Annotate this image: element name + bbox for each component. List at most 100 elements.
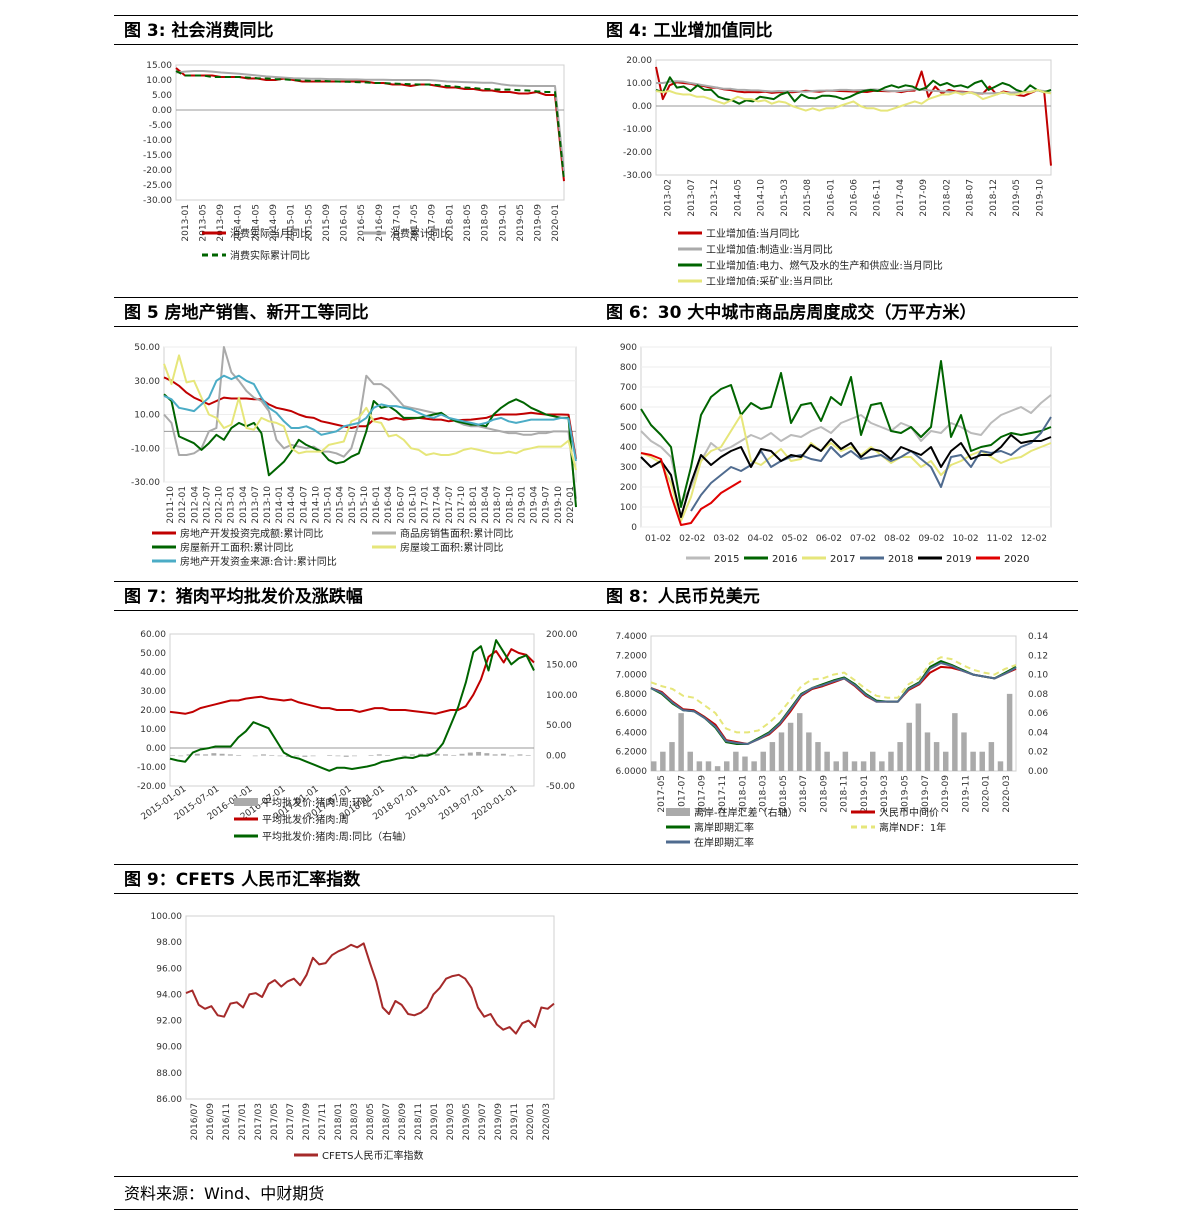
- x-tick-label: 2019/07: [478, 1103, 488, 1140]
- x-tick-label: 04-02: [748, 534, 774, 544]
- y-tick-label: 92.00: [156, 1017, 182, 1027]
- y2-tick-label: 0.04: [1028, 728, 1048, 738]
- figure-6-title: 图 6：30 大中城市商品房周度成交（万平方米）: [596, 297, 1078, 327]
- bar: [194, 753, 200, 756]
- bar: [343, 755, 349, 757]
- x-tick-label: 2020-03: [1002, 775, 1012, 813]
- x-tick-label: 2016-01: [372, 486, 382, 524]
- x-tick-label: 2019/05: [462, 1103, 472, 1140]
- y-tick-label: -20.00: [137, 782, 166, 792]
- x-tick-label: 2013-07: [251, 486, 261, 524]
- legend-label: 平均批发价:猪肉:周: [262, 813, 349, 826]
- y2-tick-label: 0.10: [1028, 671, 1048, 681]
- y-tick-label: 0.00: [146, 744, 166, 754]
- figure-9-chart: 100.00 98.00 96.00 94.00 92.00 90.00 88.00 86.0…: [151, 912, 555, 1162]
- series-line: [163, 346, 577, 499]
- x-tick-label: 2019/03: [446, 1103, 456, 1140]
- y-tick-label: 50.00: [134, 343, 160, 353]
- series-line: [163, 376, 577, 460]
- y-tick-label: 10.00: [140, 725, 166, 735]
- y-tick-label: 60.00: [140, 630, 166, 640]
- x-tick-label: 2015-01: [324, 486, 334, 524]
- x-tick-label: 2017/05: [270, 1103, 280, 1140]
- legend-label: 消费实际累计同比: [230, 249, 310, 262]
- bar: [327, 754, 333, 756]
- x-tick-label: 2019-05: [516, 204, 526, 242]
- y-tick-label: 30.00: [140, 687, 166, 697]
- y-tick-label: 0.00: [152, 106, 172, 116]
- series-line: [640, 360, 1052, 508]
- y-tick-label: 98.00: [156, 938, 182, 948]
- y2-tick-label: 150.00: [546, 660, 578, 670]
- x-tick-label: 2018-01: [445, 204, 455, 242]
- x-tick-label: 2018/03: [350, 1103, 360, 1140]
- legend-swatch: [666, 808, 690, 816]
- x-tick-label: 2018-02: [942, 179, 952, 217]
- x-tick-label: 07-02: [850, 534, 876, 544]
- bar: [714, 766, 721, 771]
- y-tick-label: 30.00: [134, 377, 160, 387]
- x-tick-label: 2014-01: [275, 486, 285, 524]
- bar: [979, 751, 985, 771]
- x-tick-label: 2018-05: [463, 204, 473, 242]
- y-tick-label: 600: [620, 403, 637, 413]
- bar: [961, 732, 967, 771]
- x-tick-label: 2019-10: [554, 486, 564, 524]
- x-tick-label: 2017-01: [421, 486, 431, 524]
- bar: [376, 754, 382, 756]
- bar: [294, 755, 300, 757]
- x-tick-label: 2017-09: [919, 179, 929, 217]
- bar: [302, 755, 308, 757]
- x-tick-label: 2016-01: [340, 204, 350, 242]
- y2-tick-label: 0.02: [1028, 748, 1048, 758]
- x-tick-label: 2018/05: [366, 1103, 376, 1140]
- bar: [705, 761, 712, 771]
- bar: [678, 713, 684, 771]
- x-tick-label: 2020/01: [526, 1103, 536, 1140]
- x-tick-label: 2019-09: [941, 775, 951, 813]
- series-line: [175, 70, 565, 180]
- bar: [211, 753, 217, 756]
- x-tick-label: 2015-03: [780, 179, 790, 217]
- figure-7-panel: 图 7：猪肉平均批发价及涨跌幅 60.00 50.00 40.00 30.00 20.0…: [114, 581, 596, 861]
- x-tick-label: 2020-01: [566, 486, 576, 524]
- y-tick-label: 400: [620, 443, 637, 453]
- x-tick-label: 2017-09: [698, 775, 708, 813]
- x-tick-label: 2019/11: [510, 1103, 520, 1140]
- x-tick-label: 2013-05: [198, 204, 208, 242]
- x-tick-label: 2019-03: [880, 775, 890, 813]
- legend-label: 2020: [1004, 554, 1029, 565]
- x-tick-label: 2013-01: [227, 486, 237, 524]
- x-tick-label: 2018-01: [738, 775, 748, 813]
- bar: [742, 756, 748, 771]
- bar: [669, 742, 675, 771]
- x-tick-label: 2016-04: [384, 486, 394, 524]
- figure-3-panel: 图 3: 社会消费同比 15.00 10.00 5.00 0.00 -5.00 -10.0…: [114, 15, 596, 285]
- y2-tick-label: 0.08: [1028, 690, 1048, 700]
- series-line: [169, 648, 535, 715]
- x-tick-label: 2016-10: [408, 486, 418, 524]
- x-tick-label: 2012-10: [215, 486, 225, 524]
- legend-label: 2016: [772, 554, 797, 565]
- x-tick-label: 2018/11: [414, 1103, 424, 1140]
- y-tick-label: 94.00: [156, 990, 182, 1000]
- y-tick-label: 6.4000: [616, 728, 648, 738]
- x-tick-label: 2019-11: [961, 775, 971, 813]
- plot-area: [185, 915, 555, 1100]
- plot-area: [640, 346, 1052, 528]
- series-line: [185, 942, 555, 1035]
- bar: [385, 754, 391, 756]
- x-tick-label: 2018/09: [398, 1103, 408, 1141]
- x-tick-label: 2018-12: [989, 179, 999, 217]
- legend-label: 平均批发价:猪肉:周:环比: [262, 796, 372, 809]
- y-tick-label: 40.00: [140, 668, 166, 678]
- bar: [888, 751, 894, 771]
- bar: [870, 751, 876, 771]
- x-tick-label: 2017-10: [457, 486, 467, 524]
- y-tick-label: -5.00: [149, 121, 173, 131]
- x-tick-label: 2019-04: [530, 486, 540, 524]
- y-tick-label: -20.00: [623, 148, 652, 158]
- bar: [1006, 693, 1013, 771]
- x-tick-label: 11-02: [987, 534, 1013, 544]
- plot-area: [175, 64, 565, 201]
